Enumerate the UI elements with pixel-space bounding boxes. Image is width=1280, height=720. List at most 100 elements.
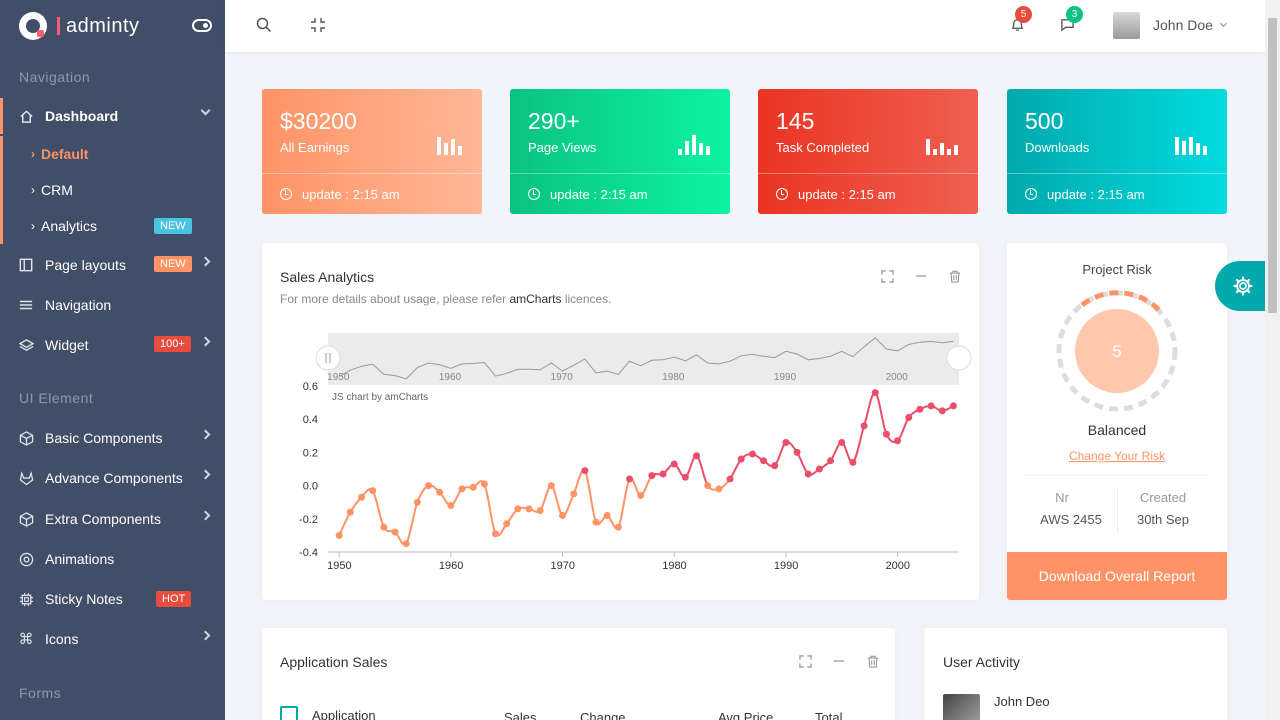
- data-point[interactable]: [402, 540, 410, 548]
- chart-scrollbar-track[interactable]: [328, 333, 959, 385]
- data-point[interactable]: [458, 485, 466, 493]
- select-all-checkbox[interactable]: [280, 706, 298, 720]
- data-point[interactable]: [547, 482, 555, 490]
- data-point[interactable]: [804, 470, 812, 478]
- data-point[interactable]: [637, 492, 645, 500]
- data-point[interactable]: [827, 457, 835, 465]
- minimize-icon[interactable]: [310, 17, 328, 35]
- download-report-button[interactable]: Download Overall Report: [1007, 552, 1227, 600]
- data-point[interactable]: [715, 485, 723, 493]
- minus-icon[interactable]: [913, 268, 929, 284]
- data-point[interactable]: [905, 414, 913, 422]
- sidebar-item-basic-components[interactable]: Basic Components: [0, 420, 225, 456]
- data-point[interactable]: [771, 462, 779, 470]
- data-point[interactable]: [492, 530, 500, 538]
- sidebar-item-dashboard[interactable]: Dashboard: [0, 98, 225, 134]
- data-point[interactable]: [469, 483, 477, 491]
- col-change[interactable]: Change: [580, 710, 626, 720]
- settings-fab[interactable]: [1215, 261, 1271, 311]
- data-point[interactable]: [358, 493, 366, 501]
- brand[interactable]: adminty: [0, 0, 225, 52]
- sidebar-item-widget[interactable]: Widget: [0, 327, 225, 363]
- data-point[interactable]: [760, 457, 768, 465]
- data-point[interactable]: [860, 422, 868, 430]
- data-point[interactable]: [748, 450, 756, 458]
- hot-badge: HOT: [156, 591, 192, 607]
- data-point[interactable]: [693, 452, 701, 460]
- trash-icon[interactable]: [865, 653, 881, 669]
- data-point[interactable]: [871, 389, 879, 397]
- data-point[interactable]: [559, 511, 567, 519]
- amcharts-link[interactable]: amCharts: [509, 292, 562, 306]
- data-point[interactable]: [581, 467, 589, 475]
- data-point[interactable]: [603, 511, 611, 519]
- sidebar-item-sticky-notes[interactable]: Sticky Notes: [0, 581, 225, 617]
- data-point[interactable]: [894, 437, 902, 445]
- data-point[interactable]: [536, 507, 544, 514]
- avatar[interactable]: [1113, 12, 1140, 39]
- trash-icon[interactable]: [947, 268, 963, 284]
- data-point[interactable]: [793, 448, 801, 456]
- col-application[interactable]: Application: [312, 708, 376, 720]
- sidebar-item-icons[interactable]: ⌘ Icons: [0, 621, 225, 657]
- chart-scrollbar-grip-left[interactable]: [315, 345, 341, 371]
- minus-icon[interactable]: [831, 653, 847, 669]
- sidebar-subitem-default[interactable]: › Default: [0, 136, 225, 172]
- data-point[interactable]: [514, 505, 522, 513]
- data-point[interactable]: [659, 470, 667, 478]
- data-point[interactable]: [626, 475, 634, 483]
- data-point[interactable]: [815, 465, 823, 473]
- data-point[interactable]: [670, 460, 678, 468]
- change-risk-link[interactable]: Change Your Risk: [1068, 449, 1166, 463]
- data-point[interactable]: [882, 430, 890, 438]
- data-point[interactable]: [737, 455, 745, 463]
- sidebar-item-animations[interactable]: Animations: [0, 541, 225, 577]
- data-point[interactable]: [346, 508, 354, 516]
- data-point[interactable]: [335, 531, 343, 539]
- stat-value: $30200: [280, 108, 357, 134]
- data-point[interactable]: [425, 482, 433, 490]
- sidebar-subitem-analytics[interactable]: › Analytics: [0, 208, 225, 244]
- data-point[interactable]: [681, 473, 689, 481]
- sidebar-item-navigation[interactable]: Navigation: [0, 287, 225, 323]
- col-avg-price[interactable]: Avg Price: [718, 710, 774, 720]
- page-scrollbar[interactable]: [1265, 0, 1280, 720]
- data-point[interactable]: [480, 480, 488, 488]
- data-point[interactable]: [503, 520, 511, 528]
- data-point[interactable]: [849, 458, 857, 466]
- sidebar-item-extra-components[interactable]: Extra Components: [0, 501, 225, 537]
- data-point[interactable]: [938, 407, 946, 415]
- data-point[interactable]: [413, 498, 421, 506]
- data-point[interactable]: [436, 488, 444, 496]
- data-point[interactable]: [614, 523, 622, 531]
- scrollbar-thumb[interactable]: [1268, 18, 1277, 313]
- fullscreen-icon[interactable]: [797, 653, 813, 669]
- data-point[interactable]: [525, 505, 533, 513]
- data-point[interactable]: [447, 502, 455, 510]
- data-point[interactable]: [726, 475, 734, 483]
- search-icon[interactable]: [256, 17, 274, 35]
- sidebar-toggle-icon[interactable]: [192, 19, 212, 32]
- data-point[interactable]: [391, 528, 399, 536]
- user-name[interactable]: John Doe: [1153, 17, 1213, 33]
- sidebar-subitem-crm[interactable]: › CRM: [0, 172, 225, 208]
- chart-scrollbar-grip-right[interactable]: [946, 345, 972, 371]
- col-sales[interactable]: Sales: [504, 710, 537, 720]
- data-point[interactable]: [570, 490, 578, 498]
- data-point[interactable]: [592, 518, 600, 526]
- data-point[interactable]: [927, 402, 935, 410]
- data-point[interactable]: [648, 472, 656, 480]
- sidebar-item-page-layouts[interactable]: Page layouts: [0, 247, 225, 283]
- col-total[interactable]: Total: [815, 710, 843, 720]
- data-point[interactable]: [380, 523, 388, 531]
- data-point[interactable]: [782, 438, 790, 446]
- data-point[interactable]: [369, 487, 377, 495]
- sales-line-chart[interactable]: 1950 1960 1970 1980 1990 2000 JS chart by amC…: [262, 243, 979, 600]
- data-point[interactable]: [838, 438, 846, 446]
- chevron-down-icon[interactable]: [1219, 19, 1228, 28]
- fullscreen-icon[interactable]: [879, 268, 895, 284]
- data-point[interactable]: [916, 405, 924, 413]
- data-point[interactable]: [949, 402, 957, 410]
- data-point[interactable]: [704, 482, 712, 490]
- sidebar-item-advance-components[interactable]: Advance Components: [0, 460, 225, 496]
